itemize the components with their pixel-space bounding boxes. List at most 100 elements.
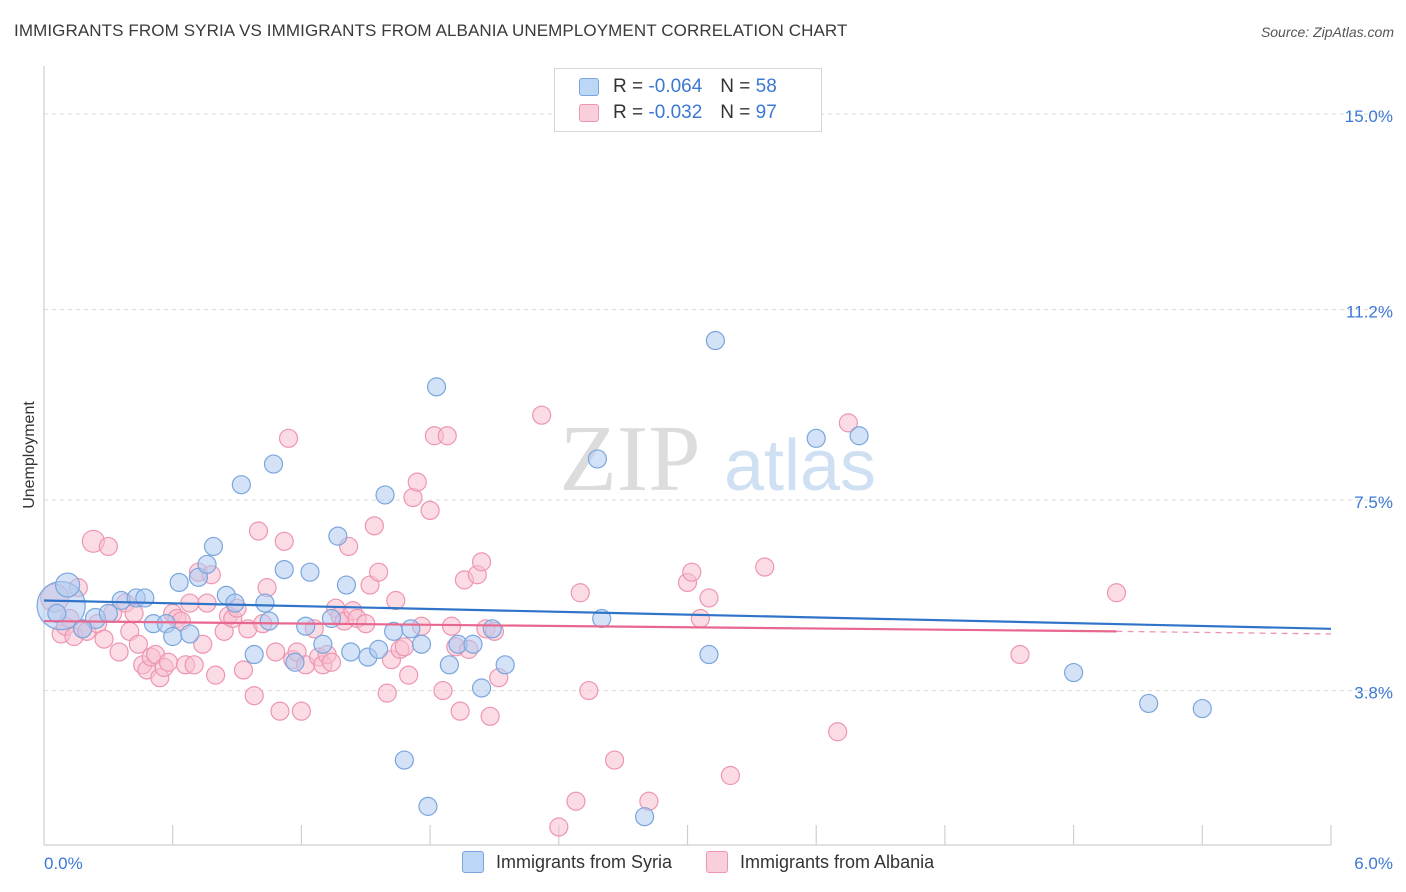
y-tick-labels: 3.8% 7.5% 11.2% 15.0% [1345,107,1393,703]
albania-point [377,683,397,703]
albania-point [364,516,384,536]
syria-point [699,644,719,665]
syria-point [98,603,118,623]
syria-point [203,536,224,557]
legend-n-value: 58 [755,76,777,97]
albania-point [206,665,226,685]
albania-point [441,616,462,636]
albania-point [480,706,500,726]
syria-point [54,572,81,598]
syria-point [463,634,483,654]
syria-point [163,626,183,647]
syria-point [180,624,200,644]
syria-legend-swatch [462,851,484,873]
albania-point [828,722,848,742]
albania-point [266,642,286,662]
syria-point [482,619,502,639]
syria-trend-line [43,599,1332,630]
syria-point [369,639,389,659]
trend-lines [43,599,1332,635]
y-tick-label: 11.2% [1346,303,1393,322]
syria-swatch [579,78,599,96]
legend-label-albania: Immigrants from Albania [740,851,935,872]
legend-n-label: N = [720,102,751,123]
albania-point [109,642,129,662]
syria-point [401,619,421,639]
albania-point [1106,583,1127,603]
albania-point [579,680,599,701]
gridlines [44,113,1392,692]
syria-point [263,454,284,474]
syria-point [259,611,279,631]
syria-points [36,330,1212,827]
albania-point [184,655,204,675]
legend-r-value: -0.064 [648,76,703,97]
syria-point [375,485,395,505]
albania-swatch [579,104,599,122]
syria-point [47,603,67,623]
syria-point [1063,662,1084,683]
syria-point [587,449,608,469]
y-tick-label: 3.8% [1354,684,1393,703]
albania-point [369,562,389,582]
syria-point [313,634,333,654]
syria-point [394,750,414,770]
albania-point [399,665,419,685]
albania-point [407,472,427,492]
albania-legend-swatch [706,851,729,873]
syria-point [73,619,93,639]
syria-point [495,655,515,675]
syria-point [274,560,294,580]
syria-point [225,593,245,613]
legend-item-syria[interactable]: Immigrants from Syria [462,851,672,873]
albania-point [321,652,342,672]
syria-point [439,655,460,675]
albania-point [838,413,858,433]
albania-point [193,634,213,654]
albania-point [244,686,264,706]
albania-trend-line [43,619,1117,633]
legend-row-albania: R = -0.032 N = 97 [555,100,777,126]
legend-row-syria: R = -0.064 N = 58 [555,74,777,100]
albania-point [128,634,148,654]
syria-point [296,616,316,636]
albania-point [98,536,118,557]
legend-r-label: R = [613,76,644,97]
albania-point [433,680,453,701]
syria-point [634,807,655,827]
syria-point [849,426,869,446]
albania-point [566,791,586,811]
syria-point [1139,693,1159,714]
albania-point [471,552,492,572]
albania-point [420,500,440,521]
albania-point [532,405,552,425]
syria-point [336,575,357,595]
y-tick-label: 15.0% [1345,107,1393,126]
albania-point [720,765,741,786]
albania-trend-extension [1116,630,1332,635]
syria-point [705,330,725,351]
albania-point [604,750,625,770]
syria-point [411,634,432,654]
syria-point [426,377,447,397]
albania-point [291,701,311,721]
source-label: Source: ZipAtlas.com [1260,24,1394,40]
albania-point [699,588,719,608]
legend-item-albania[interactable]: Immigrants from Albania [706,851,934,873]
albania-point [690,608,710,629]
legend-label-syria: Immigrants from Syria [496,851,673,872]
legend-n-value: 97 [755,102,777,123]
albania-point [248,521,269,541]
y-tick-label: 7.5% [1354,493,1393,512]
series-legend: Immigrants from Syria Immigrants from Al… [462,851,968,873]
syria-point [806,428,826,448]
albania-point [549,817,569,837]
x-tick-label-min: 0.0% [44,854,83,873]
correlation-legend: R = -0.064 N = 58 R = -0.032 N = 97 [554,68,822,132]
syria-point [255,593,275,613]
syria-point [341,642,361,662]
albania-point [278,428,299,448]
albania-point [94,629,114,649]
syria-point [244,644,264,665]
